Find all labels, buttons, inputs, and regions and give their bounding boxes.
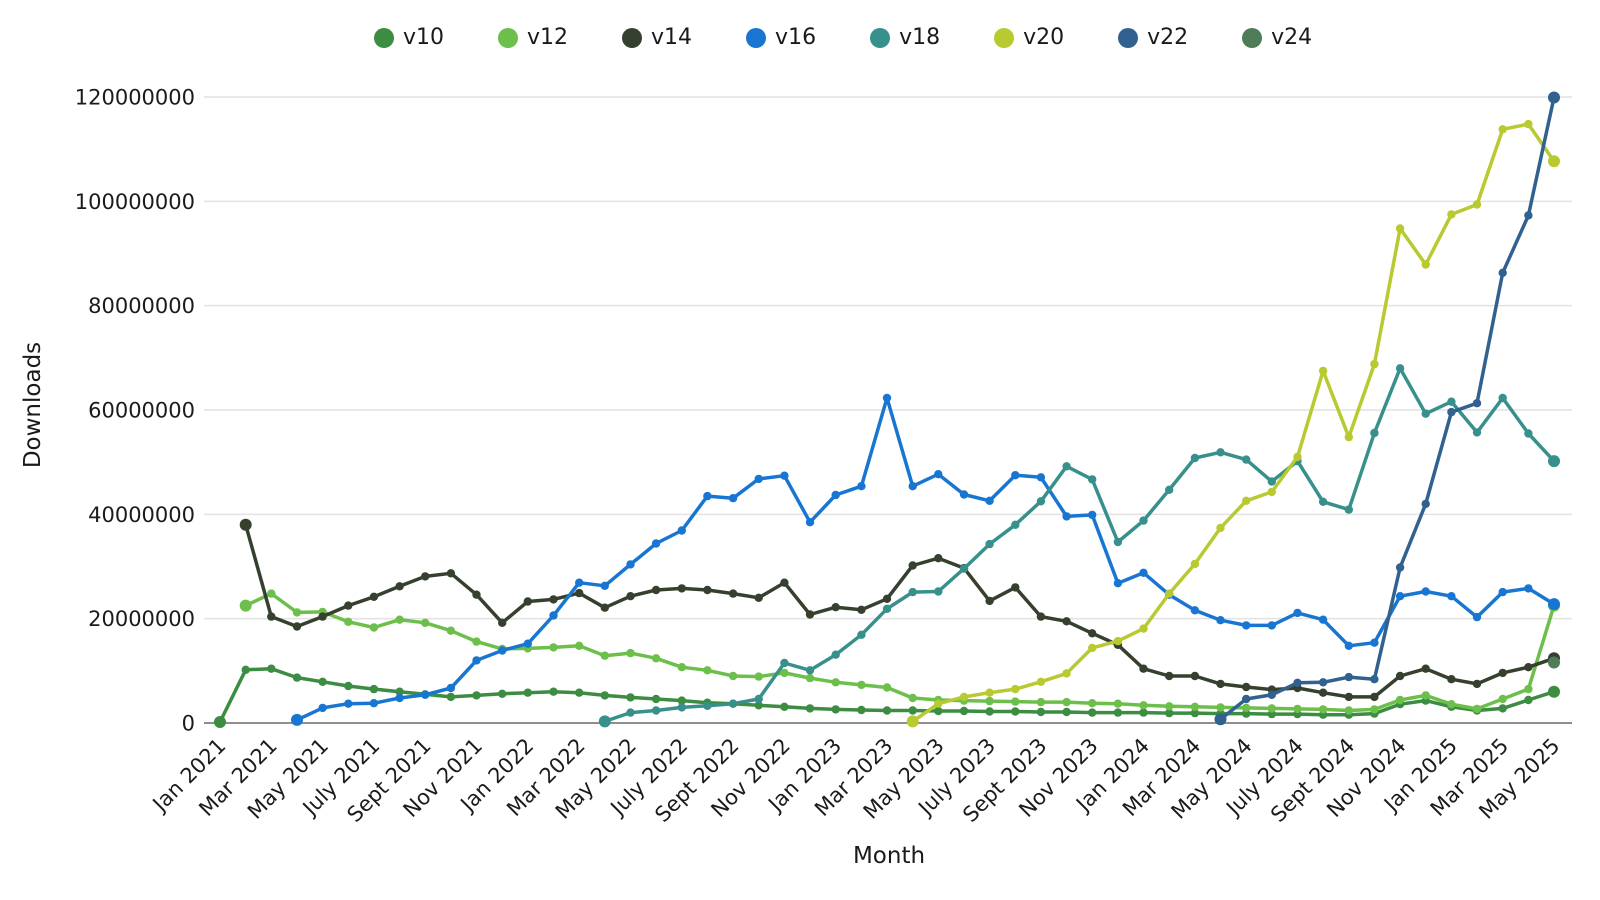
legend-label-v20: v20 [1023, 25, 1065, 50]
svg-text:80000000: 80000000 [88, 294, 195, 318]
legend-item-v24[interactable]: v24 [1242, 27, 1312, 49]
legend-label-v22: v22 [1147, 25, 1189, 50]
legend-item-v16[interactable]: v16 [746, 27, 816, 49]
legend-marker-v16-icon [746, 28, 767, 48]
chart-legend: v10 v12 v14 v16 v18 v20 v22 v24 [374, 27, 1312, 49]
legend-label-v16: v16 [775, 25, 817, 50]
y-axis-title: Downloads [20, 341, 46, 469]
legend-label-v18: v18 [899, 25, 941, 50]
x-axis-title: Month [852, 843, 926, 869]
legend-marker-v22-icon [1118, 28, 1139, 48]
legend-item-v22[interactable]: v22 [1118, 27, 1188, 49]
svg-text:40000000: 40000000 [88, 503, 195, 527]
svg-text:60000000: 60000000 [88, 399, 195, 423]
legend-marker-v12-icon [498, 28, 519, 48]
legend-marker-v10-icon [374, 28, 394, 48]
legend-item-v12[interactable]: v12 [498, 27, 568, 49]
legend-label-v12: v12 [527, 25, 569, 50]
legend-item-v10[interactable]: v10 [374, 27, 444, 49]
legend-item-v20[interactable]: v20 [994, 27, 1064, 49]
svg-text:120000000: 120000000 [75, 86, 195, 110]
legend-marker-v24-icon [1242, 28, 1263, 48]
legend-item-v14[interactable]: v14 [622, 27, 692, 49]
svg-text:20000000: 20000000 [88, 607, 195, 631]
svg-text:100000000: 100000000 [75, 190, 195, 214]
legend-label-v24: v24 [1271, 25, 1313, 50]
legend-label-v14: v14 [651, 25, 693, 50]
legend-marker-v20-icon [994, 28, 1015, 48]
legend-marker-v18-icon [870, 28, 891, 48]
legend-marker-v14-icon [622, 28, 643, 48]
legend-label-v10: v10 [403, 25, 445, 50]
svg-text:0: 0 [182, 712, 195, 736]
legend-item-v18[interactable]: v18 [870, 27, 940, 49]
